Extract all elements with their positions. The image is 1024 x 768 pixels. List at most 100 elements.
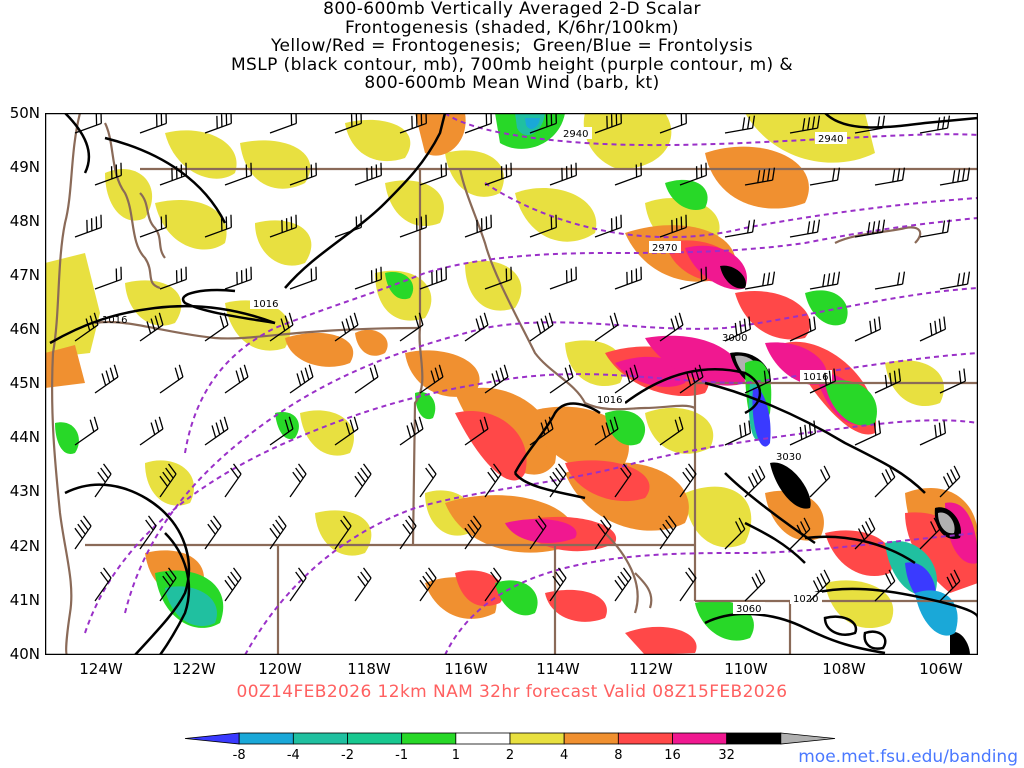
- colorbar-cell: [509, 732, 565, 745]
- lon-label-108w: 108W: [822, 660, 866, 678]
- wind-barb: [399, 515, 417, 550]
- wind-barb: [464, 515, 482, 550]
- wind-barb: [919, 517, 941, 550]
- wind-barb: [529, 416, 554, 446]
- wind-barb: [74, 113, 102, 134]
- wind-barbs: [74, 113, 971, 602]
- title-line-3: Yellow/Red = Frontogenesis; Green/Blue =…: [271, 36, 753, 56]
- wind-barb: [614, 463, 632, 498]
- lat-label-40n: 40N: [9, 645, 40, 663]
- height-label-1: 2940: [563, 129, 588, 140]
- wind-barb: [224, 266, 252, 290]
- title-line-4: MSLP (black contour, mb), 700mb height (…: [230, 54, 794, 75]
- wind-barb: [939, 465, 961, 498]
- wind-barb: [854, 420, 882, 446]
- frontogenesis-map: 1016 1016 1016 1020 2940 2940 2970 3000 …: [45, 113, 978, 655]
- title-line-1: 800-600mb Vertically Averaged 2-D Scalar: [323, 0, 701, 19]
- wind-barb: [594, 214, 622, 238]
- title-block: 800-600mb Vertically Averaged 2-D Scalar…: [0, 0, 1024, 93]
- wind-barb: [139, 113, 167, 134]
- wind-barb: [854, 517, 876, 550]
- wind-barb: [549, 266, 577, 290]
- lat-label-48n: 48N: [9, 212, 40, 230]
- wind-barb: [159, 567, 177, 602]
- wind-barb: [939, 569, 961, 602]
- mslp-label-partial: 1016: [102, 315, 127, 326]
- height-label-6: 3060: [736, 604, 761, 615]
- wind-barb: [94, 567, 112, 602]
- wind-barb: [204, 416, 229, 446]
- wind-barb: [289, 567, 307, 602]
- wind-barb: [139, 312, 164, 342]
- wind-barb: [334, 113, 362, 134]
- wind-barb: [484, 567, 502, 602]
- wind-barb: [139, 214, 167, 238]
- colorbar-label: -4: [287, 748, 300, 763]
- colorbar-cell: [347, 732, 403, 745]
- wind-barb: [399, 113, 427, 134]
- wind-barb: [419, 463, 437, 498]
- wind-barb: [419, 162, 447, 186]
- wind-barb: [939, 271, 971, 290]
- wind-barb: [854, 316, 882, 342]
- lat-label-41n: 41N: [9, 591, 40, 609]
- colorbar-label: -2: [341, 748, 354, 763]
- wind-barb: [289, 266, 317, 290]
- wind-barb: [289, 364, 314, 394]
- credit-url[interactable]: moe.met.fsu.edu/banding: [798, 747, 1018, 767]
- contour-labels: 1016 1016 1016 1020 2940 2940 2970 3000 …: [102, 127, 847, 615]
- mslp-label-4: 1020: [793, 594, 818, 605]
- wind-barb: [74, 312, 99, 342]
- wind-barb: [269, 515, 287, 550]
- lon-label-124w: 124W: [79, 660, 123, 678]
- wind-barb: [594, 515, 612, 550]
- wind-barb: [744, 465, 766, 498]
- wind-barb: [724, 219, 756, 238]
- wind-barb: [419, 364, 444, 394]
- wind-barb: [529, 113, 557, 134]
- wind-barb: [744, 271, 776, 290]
- wind-barb: [744, 368, 772, 394]
- wind-barb: [399, 312, 424, 342]
- wind-barb: [289, 463, 307, 498]
- wind-barb: [614, 567, 632, 602]
- wind-barb: [204, 113, 232, 134]
- wind-barb: [224, 364, 249, 394]
- wind-barb: [484, 364, 509, 394]
- lon-label-116w: 116W: [444, 660, 488, 678]
- colorbar-cell: [563, 732, 619, 745]
- wind-barb: [529, 515, 547, 550]
- wind-barb: [484, 162, 512, 186]
- wind-barb: [874, 167, 906, 186]
- wind-barb: [419, 567, 437, 602]
- wind-barb: [549, 364, 574, 394]
- forecast-subtitle: 00Z14FEB2026 12km NAM 32hr forecast Vali…: [236, 682, 788, 702]
- wind-barb: [854, 115, 886, 134]
- wind-barb: [354, 463, 372, 498]
- wind-barb: [809, 368, 837, 394]
- wind-barb: [94, 162, 122, 186]
- colorbar-cell: [617, 732, 673, 745]
- colorbar-cell: [184, 732, 240, 745]
- wind-barb: [334, 214, 362, 238]
- height-label-5: 3030: [776, 452, 801, 463]
- wind-barb: [159, 162, 187, 186]
- wind-barb: [549, 162, 577, 186]
- wind-barb: [334, 312, 359, 342]
- wind-barb: [874, 569, 896, 602]
- colorbar-cell: [726, 732, 782, 745]
- wind-barb: [919, 115, 951, 134]
- wind-barb: [204, 515, 222, 550]
- wind-barb: [679, 567, 697, 602]
- wind-barb: [789, 219, 821, 238]
- colorbar-label: -8: [233, 748, 246, 763]
- wind-barb: [354, 266, 382, 290]
- height-label-2: 2940: [818, 134, 843, 145]
- mslp-label-2: 1016: [597, 395, 622, 406]
- wind-barb: [334, 515, 352, 550]
- lon-label-112w: 112W: [629, 660, 673, 678]
- lon-label-114w: 114W: [536, 660, 580, 678]
- wind-barb: [679, 463, 697, 498]
- wind-barb: [269, 113, 297, 134]
- mslp-label-3: 1016: [803, 372, 828, 383]
